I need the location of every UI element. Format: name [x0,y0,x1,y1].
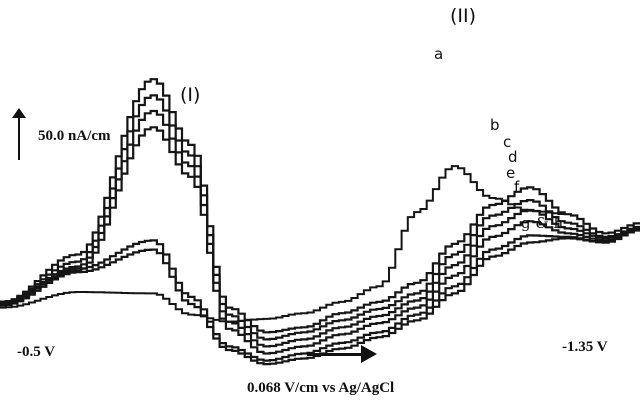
curve-label-gh: g & h [521,214,564,232]
x-axis-label: 0.068 V/cm vs Ag/AgCl [247,380,395,396]
series-line-c [0,94,640,341]
series-line-b [0,78,640,334]
scale-bar-arrow [12,108,26,160]
curve-label-f: f [514,178,520,196]
x-end-label: -1.35 V [562,339,608,355]
curve-label-b: b [490,116,500,134]
curve-label-e: e [506,164,516,182]
series-line-e [0,126,640,355]
series-line-g-h [0,226,640,366]
peak-label-2: (II) [450,5,477,27]
series-line-d [0,109,640,348]
curve-label-d: d [508,148,518,166]
scale-bar-label: 50.0 nA/cm [38,128,111,144]
curve-label-c: c [503,133,512,151]
x-start-label: -0.5 V [17,344,56,360]
series-line-f [0,228,640,362]
curve-label-a: a [434,45,444,63]
peak-label-1: (I) [180,84,201,106]
series-line-a [0,165,566,323]
scan-direction-arrow [307,345,377,365]
